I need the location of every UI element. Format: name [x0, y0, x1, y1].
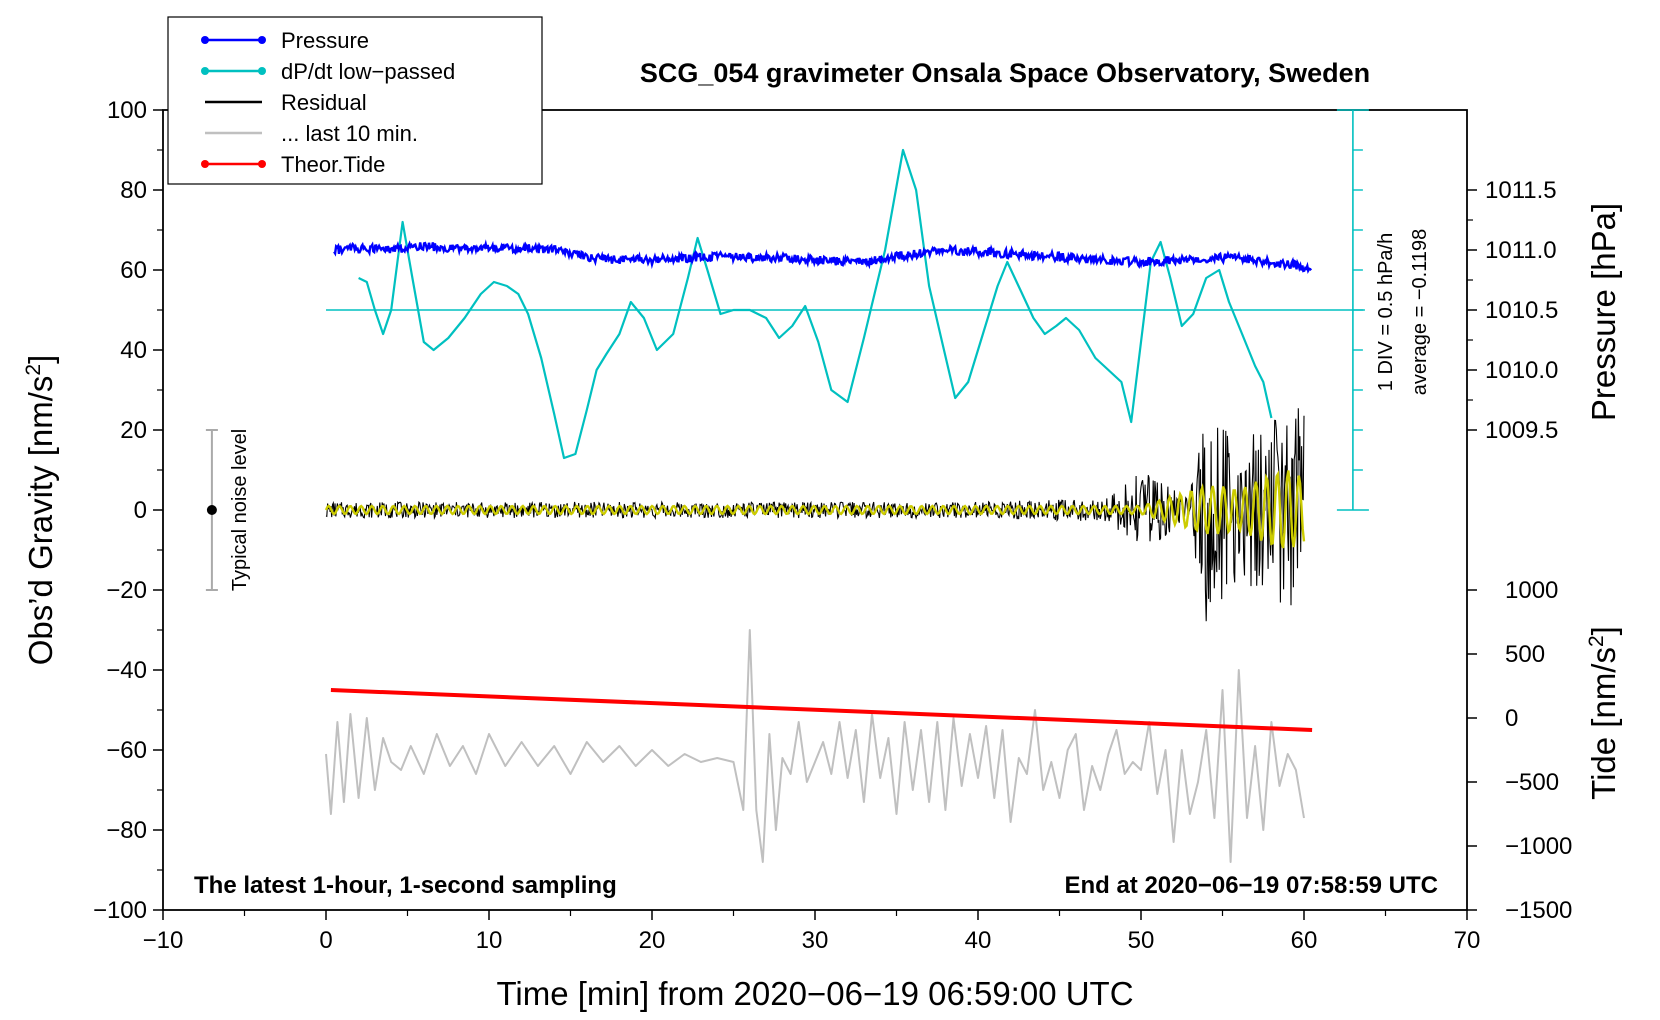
footer-right: End at 2020−06−19 07:58:59 UTC [1064, 872, 1438, 899]
legend-marker [258, 160, 266, 168]
x-tick-label: 40 [965, 927, 992, 954]
series-dpdt [358, 148, 1273, 460]
x-tick-label: 50 [1128, 927, 1155, 954]
tide-tick-label: −1000 [1505, 833, 1572, 860]
y-axis-label-main: Obs’d Gravity [nm/s [22, 376, 59, 666]
y-tick-label: 40 [120, 337, 147, 364]
y-axis-pressure: 1009.5 1010.0 1010.5 1011.0 1011.5 [1467, 177, 1558, 444]
tide-label-superscript: 2 [1585, 635, 1608, 647]
y-tick-label: 20 [120, 417, 147, 444]
x-tick-label: 60 [1291, 927, 1318, 954]
dpdt-scale [1336, 109, 1369, 511]
legend: Pressure dP/dt low−passed Residual ... last… [167, 16, 543, 185]
y-tick-label: −100 [93, 897, 147, 924]
legend-label: dP/dt low−passed [281, 59, 455, 84]
x-tick-label: 30 [802, 927, 829, 954]
y-tick-label: −80 [106, 817, 147, 844]
noise-bar-center [206, 505, 217, 515]
pressure-tick-label: 1009.5 [1485, 417, 1558, 444]
footer-left: The latest 1-hour, 1-second sampling [194, 872, 617, 899]
y-axis-tide: −1500 −1000 −500 0 500 1000 [1467, 577, 1572, 924]
legend-label: ... last 10 min. [281, 121, 418, 146]
pressure-tick-label: 1011.0 [1485, 237, 1557, 264]
tide-tick-label: 500 [1505, 641, 1545, 668]
tide-tick-label: −1500 [1505, 897, 1572, 924]
y-axis-label-tide: Tide [nm/s2] [1585, 626, 1622, 800]
legend-label: Theor.Tide [281, 152, 385, 177]
series-pressure [333, 239, 1313, 275]
legend-label: Pressure [281, 28, 369, 53]
y-tick-label: 100 [107, 97, 147, 124]
x-tick-label: 70 [1454, 927, 1481, 954]
legend-marker [201, 67, 209, 75]
series-layer [324, 148, 1365, 863]
x-tick-label: 0 [319, 927, 332, 954]
x-axis: −10 0 10 20 30 40 50 60 70 [143, 910, 1481, 954]
tide-tick-label: −500 [1505, 769, 1559, 796]
pressure-tick-label: 1010.5 [1485, 297, 1558, 324]
tide-label-close: ] [1585, 626, 1622, 635]
y-tick-label: 80 [120, 177, 147, 204]
series-residual-smoothed [324, 470, 1306, 549]
x-axis-label: Time [min] from 2020−06−19 06:59:00 UTC [496, 975, 1133, 1012]
legend-box [167, 16, 543, 185]
noise-bar [205, 429, 218, 591]
y-axis-label-pressure: Pressure [hPa] [1585, 203, 1622, 421]
dpdt-div-label: 1 DIV = 0.5 hPa/h [1375, 233, 1397, 391]
series-theor-tide [330, 688, 1313, 732]
y-tick-label: −40 [106, 657, 147, 684]
x-tick-label: 20 [639, 927, 666, 954]
y-tick-label: −60 [106, 737, 147, 764]
x-tick-label: 10 [476, 927, 503, 954]
y-axis-label-superscript: 2 [22, 364, 45, 376]
y-tick-label: 0 [134, 497, 147, 524]
chart-title: SCG_054 gravimeter Onsala Space Observat… [640, 58, 1370, 88]
tide-label-main: Tide [nm/s [1585, 647, 1622, 800]
noise-bar-label: Typical noise level [229, 429, 251, 591]
y-tick-label: −20 [106, 577, 147, 604]
dpdt-average-label: average = −0.1198 [1409, 229, 1431, 395]
legend-label: Residual [281, 90, 367, 115]
tide-tick-label: 0 [1505, 705, 1518, 732]
pressure-tick-label: 1011.5 [1485, 177, 1557, 204]
legend-marker [201, 160, 209, 168]
tide-tick-label: 1000 [1505, 577, 1558, 604]
y-axis-label-close: ] [22, 355, 59, 364]
series-last-10-min [325, 629, 1305, 863]
y-axis-gravity: −100 −80 −60 −40 −20 0 20 40 60 80 100 [93, 97, 163, 924]
legend-marker [201, 36, 209, 44]
y-axis-label-gravity: Obs’d Gravity [nm/s2] [22, 355, 59, 666]
legend-marker [258, 36, 266, 44]
x-tick-label: −10 [143, 927, 184, 954]
y-tick-label: 60 [120, 257, 147, 284]
pressure-tick-label: 1010.0 [1485, 357, 1558, 384]
legend-marker [258, 67, 266, 75]
